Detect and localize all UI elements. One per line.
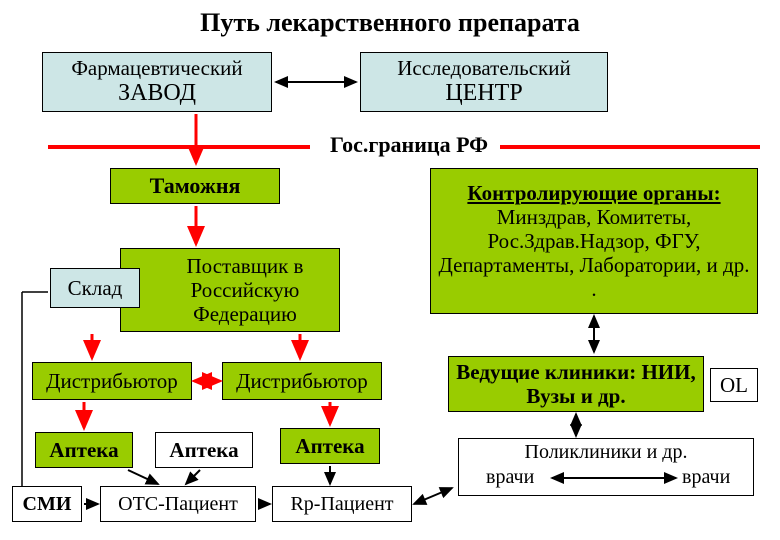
node-ol: OL <box>710 368 758 402</box>
factory-line1: Фармацевтический <box>43 56 271 80</box>
regulators-body: Минздрав, Комитеты, Рос.Здрав.Надзор, ФГ… <box>437 205 751 302</box>
node-research: Исследовательский ЦЕНТР <box>360 52 608 112</box>
node-otc: OTC-Пациент <box>100 486 256 522</box>
page-title: Путь лекарственного препарата <box>0 8 780 38</box>
node-customs: Таможня <box>110 168 280 204</box>
border-label: Гос.граница РФ <box>330 132 488 157</box>
node-distributor-1: Дистрибьютор <box>32 362 192 400</box>
node-pharmacy-3: Аптека <box>280 428 380 464</box>
factory-line2: ЗАВОД <box>43 80 271 108</box>
node-rp: Rp-Пациент <box>272 486 412 522</box>
node-pharmacy-1: Аптека <box>35 432 133 468</box>
node-supplier: Поставщик в Российскую Федерацию <box>120 248 340 332</box>
research-line1: Исследовательский <box>361 56 607 80</box>
regulators-title: Контролирующие органы: <box>437 181 751 205</box>
node-distributor-2: Дистрибьютор <box>222 362 382 400</box>
node-clinics: Ведущие клиники: НИИ, Вузы и др. <box>448 356 704 412</box>
node-factory: Фармацевтический ЗАВОД <box>42 52 272 112</box>
node-smi: СМИ <box>12 486 82 522</box>
node-pharmacy-2: Аптека <box>155 432 253 468</box>
node-warehouse: Склад <box>50 268 140 308</box>
node-regulators: Контролирующие органы: Минздрав, Комитет… <box>430 168 758 314</box>
doctors-1: врачи <box>486 466 534 489</box>
research-line2: ЦЕНТР <box>361 80 607 108</box>
doctors-2: врачи <box>682 466 730 489</box>
